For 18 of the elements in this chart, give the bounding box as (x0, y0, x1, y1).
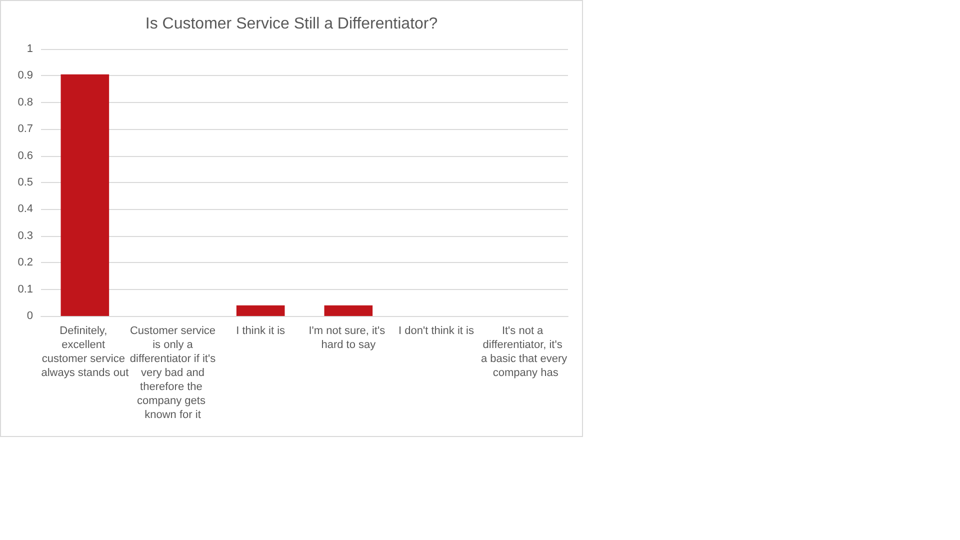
y-tick-label: 0 (26, 310, 33, 322)
y-tick-label: 0.4 (18, 203, 33, 216)
x-tick-label: It's not a differentiator, it's a basic that every company has (480, 325, 568, 379)
x-tick-label: Customer service is only a differentiator if it's very bad and therefore the company gets known for it (130, 325, 216, 421)
y-tick-label: 0.1 (18, 283, 33, 296)
y-tick-label: 0.9 (18, 70, 33, 82)
x-tick-label: I'm not sure, it's hard to say (308, 325, 388, 351)
chart-title: Is Customer Service Still a Differentiator? (145, 16, 438, 32)
y-tick-label: 0.6 (18, 150, 33, 162)
y-tick-label: 0.2 (18, 256, 33, 269)
x-tick-label: I don't think it is (398, 325, 474, 337)
y-tick-label: 0.5 (18, 176, 33, 188)
y-tick-label: 1 (26, 43, 33, 55)
x-tick-label: I think it is (236, 325, 286, 337)
y-tick-label: 0.8 (18, 96, 33, 108)
y-tick-label: 0.3 (18, 230, 33, 242)
y-tick-label: 0.7 (18, 123, 33, 136)
x-tick-label: Definitely, excellent customer service always stands out (41, 325, 129, 379)
